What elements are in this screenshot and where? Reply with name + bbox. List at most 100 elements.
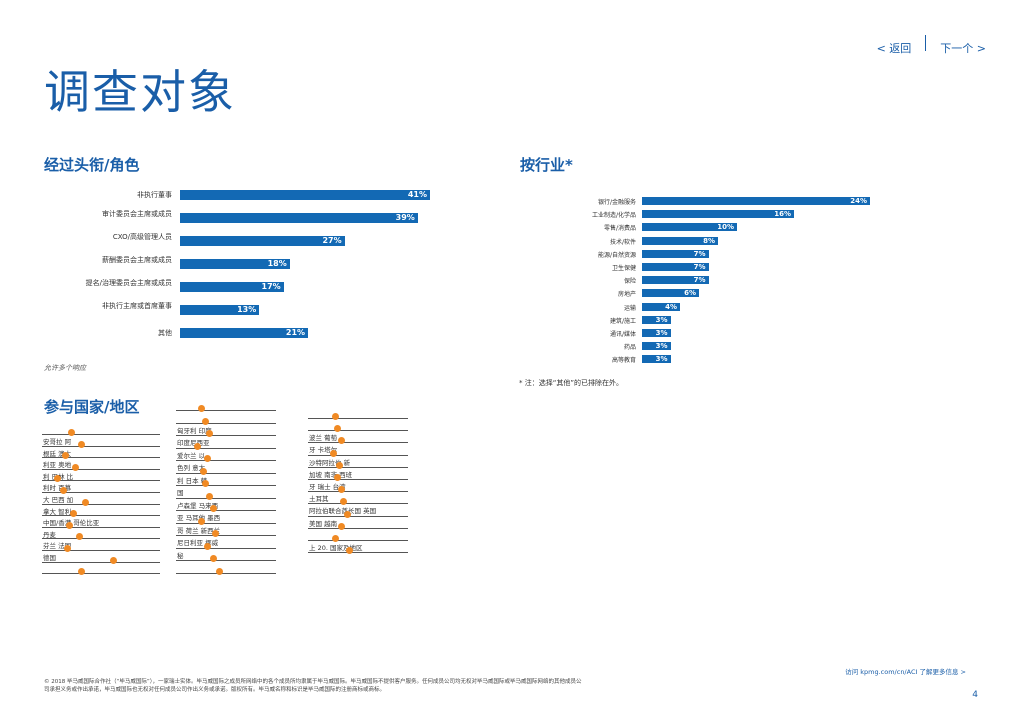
industry-footnote: * 注：选择“其他”的已排除在外。 <box>519 379 623 387</box>
country-marker <box>344 510 351 518</box>
country-divider <box>308 466 408 468</box>
industry-bar: 7% <box>642 276 709 285</box>
country-divider <box>308 479 408 480</box>
country-marker <box>210 555 217 562</box>
country-divider <box>308 540 408 541</box>
country-marker <box>82 498 89 506</box>
country-entry: 利 日本 韩 <box>177 476 208 485</box>
country-entry: 丹麦 <box>43 530 56 539</box>
industry-bar-label: 技术/软件 <box>609 238 636 246</box>
country-entry: 利亚 奥地 <box>43 461 72 470</box>
roles-bar-label: 非执行主席或首席董事 <box>102 302 172 310</box>
country-marker <box>200 467 207 475</box>
country-marker <box>346 547 353 555</box>
country-divider <box>308 552 408 554</box>
country-entry: 土耳其 <box>309 495 329 504</box>
country-marker <box>66 521 73 529</box>
country-divider <box>176 572 276 574</box>
country-marker <box>78 440 85 448</box>
country-marker <box>198 517 205 525</box>
industry-bar-label: 能源/自然资源 <box>597 251 636 259</box>
roles-bar: 17% <box>180 282 284 292</box>
roles-title: 经过头衔/角色 <box>44 156 140 174</box>
industry-bar-label: 房地产 <box>617 291 636 299</box>
country-divider <box>42 561 160 563</box>
industry-chart: 银行/金融服务 24% 工业制造/化学品 16% 零售/消费品 10% 技术/软件 8% 能源/… <box>520 197 880 369</box>
country-marker <box>334 425 341 433</box>
country-marker <box>332 535 339 542</box>
country-marker <box>72 463 79 471</box>
country-entry: 牙 瑞士 台湾 <box>309 483 346 491</box>
country-marker <box>110 556 117 564</box>
country-marker <box>204 455 211 462</box>
industry-bar: 8% <box>642 236 718 245</box>
country-marker <box>340 498 347 506</box>
industry-bar: 6% <box>642 289 699 298</box>
country-divider <box>176 547 276 549</box>
page-title: 调查对象 <box>44 65 236 119</box>
country-marker <box>60 487 67 494</box>
country-entry: 利时 百慕 <box>43 484 72 493</box>
industry-bar: 7% <box>642 263 709 271</box>
country-entry: 印度尼西亚 <box>177 439 210 447</box>
industry-bar-label: 高等教育 <box>611 357 636 365</box>
industry-bar-label: 银行/金融服务 <box>597 199 636 206</box>
country-divider <box>42 468 160 470</box>
country-divider <box>42 573 160 575</box>
roles-bar: 18% <box>180 259 290 269</box>
country-divider <box>42 445 160 447</box>
next-link[interactable]: 下一个 > <box>940 42 986 55</box>
aci-link[interactable]: 访问 kpmg.com/cn/ACI 了解更多信息 > <box>845 668 966 676</box>
country-marker <box>68 429 75 436</box>
back-link[interactable]: < 返回 <box>876 42 912 55</box>
country-entry: 加坡 南非 西班 <box>309 470 353 479</box>
country-divider <box>42 550 160 551</box>
country-entry: 美国 越南 <box>309 519 338 528</box>
country-marker <box>336 461 343 469</box>
country-entry: 大 巴西 加 <box>43 496 74 504</box>
country-divider <box>42 503 160 505</box>
country-marker <box>210 505 217 512</box>
country-marker <box>54 475 61 483</box>
country-entry: 波兰 葡萄 <box>309 434 338 443</box>
industry-bar-label: 零售/消费品 <box>603 225 636 233</box>
top-nav: < 返回 下一个 > <box>876 35 986 56</box>
country-divider <box>176 422 276 424</box>
country-divider <box>308 515 408 517</box>
country-marker <box>62 452 69 460</box>
country-divider <box>176 510 276 511</box>
industry-bar: 3% <box>642 355 671 364</box>
country-divider <box>176 497 276 499</box>
country-divider <box>42 538 160 540</box>
country-marker <box>76 533 83 541</box>
country-divider <box>308 430 408 432</box>
industry-bar-label: 保险 <box>623 278 636 286</box>
country-marker <box>202 417 209 425</box>
industry-bar: 7% <box>642 249 709 258</box>
country-entry: 牙 卡塔尔 <box>309 446 338 455</box>
roles-bar: 13% <box>180 305 260 315</box>
roles-bar-label: 审计委员会主席或成员 <box>102 210 172 218</box>
country-divider <box>176 560 276 561</box>
country-marker <box>338 437 345 445</box>
country-divider <box>176 485 276 486</box>
roles-bar-label: 其他 <box>158 329 172 337</box>
country-divider <box>176 447 276 449</box>
country-divider <box>308 418 408 419</box>
industry-bar-label: 卫生保健 <box>611 265 636 272</box>
roles-bar: 41% <box>180 190 430 200</box>
roles-bar: 39% <box>180 213 418 223</box>
industry-bar-label: 通讯/媒体 <box>609 331 636 338</box>
roles-chart: 非执行董事 41% 审计委员会主席或成员 39% CXO/高级管理人员 27% 薪酬委员会主… <box>50 190 440 350</box>
industry-bar: 3% <box>642 342 671 351</box>
country-divider <box>42 526 160 528</box>
industry-bar: 3% <box>642 329 671 337</box>
country-marker <box>338 522 345 530</box>
roles-bar-label: 薪酬委员会主席或成员 <box>102 256 172 264</box>
country-marker <box>212 530 219 537</box>
industry-bar: 3% <box>642 315 671 324</box>
roles-bar: 27% <box>180 236 345 246</box>
country-marker <box>206 492 213 500</box>
country-entry: 沙特阿拉伯 新 <box>309 458 351 467</box>
country-marker <box>70 510 77 518</box>
